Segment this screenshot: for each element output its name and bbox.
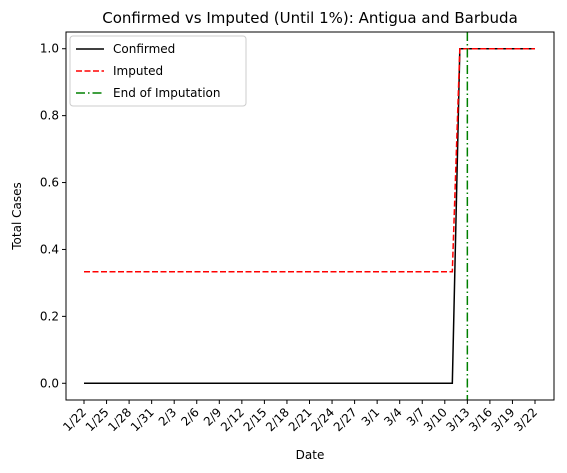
legend-imputed-label: Imputed [113,64,163,78]
x-axis-label: Date [296,448,325,462]
legend: Confirmed Imputed End of Imputation [70,36,246,106]
y-tick-label: 0.4 [40,242,59,256]
x-tick-label: 2/24 [308,405,337,434]
x-tick-label: 3/19 [489,405,518,434]
y-tick-label: 0.0 [40,376,59,390]
x-tick-label: 3/1 [359,405,383,429]
x-tick-label: 2/3 [156,405,180,429]
x-tick-label: 3/22 [511,405,540,434]
x-tick-label: 3/16 [466,405,495,434]
legend-confirmed-label: Confirmed [113,42,175,56]
x-tick-label: 1/28 [105,405,134,434]
x-tick-label: 2/6 [178,405,202,429]
x-tick-label: 3/4 [381,405,405,429]
x-tick-label: 2/27 [331,405,360,434]
y-axis-label: Total Cases [10,182,24,250]
x-tick-label: 2/21 [286,405,315,434]
chart-title: Confirmed vs Imputed (Until 1%): Antigua… [102,9,518,27]
x-tick-label: 3/13 [444,405,473,434]
y-tick-label: 1.0 [40,42,59,56]
x-tick-label: 1/25 [83,405,112,434]
y-tick-label: 0.2 [40,309,59,323]
x-tick-label: 2/18 [263,405,292,434]
x-tick-label: 2/12 [218,405,247,434]
x-tick-label: 2/15 [241,405,270,434]
y-tick-label: 0.8 [40,109,59,123]
legend-end-of-imputation-label: End of Imputation [113,86,221,100]
x-tick-label: 3/10 [421,405,450,434]
x-tick-label: 1/22 [60,405,89,434]
x-tick-label: 1/31 [128,405,157,434]
y-tick-label: 0.6 [40,176,59,190]
